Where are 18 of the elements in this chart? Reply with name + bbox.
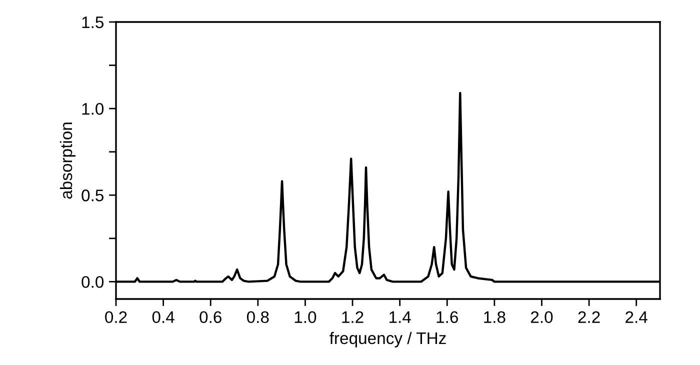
y-tick-label: 0.0 bbox=[82, 276, 104, 288]
x-tick-label: 0.6 bbox=[200, 311, 222, 324]
y-tick-label: 0.5 bbox=[82, 190, 104, 202]
x-tick-label: 0.8 bbox=[246, 311, 269, 324]
x-tick-label: 2.2 bbox=[578, 311, 600, 323]
y-tick-label: 1.5 bbox=[82, 16, 104, 28]
x-tick-label: 2.0 bbox=[530, 311, 553, 324]
x-tick-label: 1.0 bbox=[294, 311, 316, 324]
x-tick-label: 2.4 bbox=[626, 311, 648, 323]
y-tick-label: 1.0 bbox=[82, 102, 104, 115]
y-axis-title: absorption bbox=[60, 122, 76, 199]
x-tick-label: 0.4 bbox=[152, 311, 174, 324]
x-tick-label: 0.2 bbox=[105, 311, 127, 324]
x-tick-label: 1.4 bbox=[390, 311, 411, 323]
x-tick-label: 1.6 bbox=[436, 311, 458, 324]
x-tick-label: 1.2 bbox=[342, 311, 364, 323]
x-tick-label: 1.8 bbox=[484, 311, 506, 324]
x-axis-title: frequency / THz bbox=[330, 332, 446, 348]
